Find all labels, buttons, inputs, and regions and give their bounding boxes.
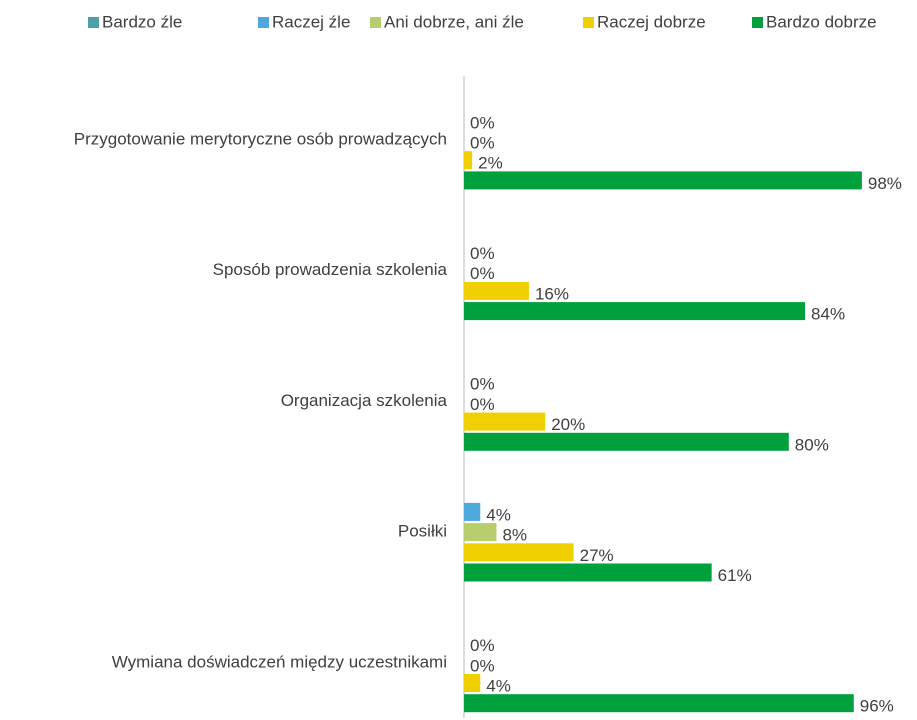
legend-label: Bardzo dobrze	[766, 12, 877, 31]
data-label: 0%	[470, 113, 495, 132]
bar	[464, 674, 481, 692]
legend-label: Ani dobrze, ani źle	[384, 12, 524, 31]
bar	[464, 151, 473, 170]
legend-label: Bardzo źle	[102, 12, 182, 31]
data-label: 61%	[718, 566, 752, 585]
bar	[464, 502, 481, 521]
data-label: 84%	[811, 305, 845, 324]
data-label: 16%	[535, 284, 569, 303]
category-label: Posiłki	[398, 522, 447, 541]
category-label: Wymiana doświadczeń między uczestnikami	[112, 652, 447, 671]
data-label: 2%	[478, 154, 503, 173]
data-label: 0%	[470, 264, 495, 283]
data-label: 0%	[470, 375, 495, 394]
category-label: Przygotowanie merytoryczne osób prowadzą…	[74, 129, 447, 148]
bar	[464, 281, 529, 300]
data-label: 0%	[470, 395, 495, 414]
data-label: 80%	[795, 435, 829, 454]
data-label: 4%	[486, 505, 511, 524]
bar	[464, 412, 546, 431]
legend-swatch	[370, 17, 381, 28]
data-label: 96%	[860, 697, 894, 716]
legend-label: Raczej dobrze	[597, 12, 706, 31]
data-label: 0%	[470, 244, 495, 263]
legend-swatch	[583, 17, 594, 28]
bar	[464, 302, 806, 321]
legend-label: Raczej źle	[272, 12, 350, 31]
bar	[464, 563, 712, 582]
bar	[464, 432, 789, 451]
bar	[464, 694, 854, 713]
data-label: 0%	[470, 656, 495, 675]
bar	[464, 171, 862, 190]
data-label: 4%	[486, 676, 511, 695]
data-label: 0%	[470, 636, 495, 655]
data-label: 0%	[470, 133, 495, 152]
data-label: 8%	[502, 526, 527, 545]
category-label: Sposób prowadzenia szkolenia	[213, 260, 448, 279]
legend-swatch	[258, 17, 269, 28]
bar	[464, 543, 574, 562]
legend-swatch	[88, 17, 99, 28]
legend-swatch	[752, 17, 763, 28]
bar	[464, 523, 497, 542]
data-label: 20%	[551, 415, 585, 434]
category-label: Organizacja szkolenia	[281, 391, 448, 410]
data-label: 98%	[868, 174, 902, 193]
data-label: 27%	[580, 546, 614, 565]
